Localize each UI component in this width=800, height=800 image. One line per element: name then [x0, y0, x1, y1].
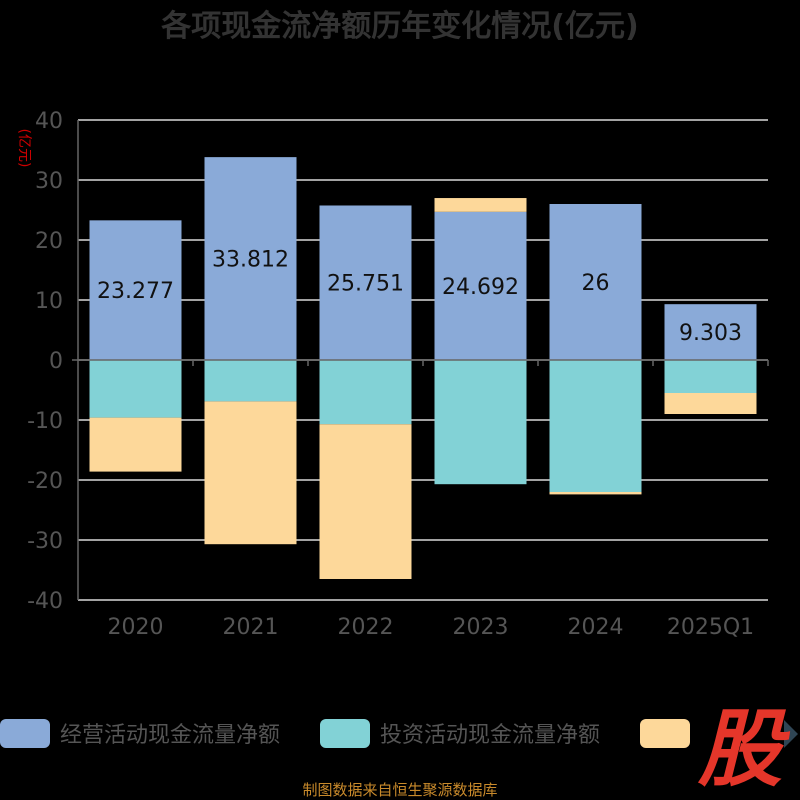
legend-swatch-series2[interactable]: [320, 719, 370, 748]
y-tick-label: -20: [27, 469, 63, 494]
bar-series2-2020[interactable]: [89, 360, 182, 418]
data-label: 33.812: [212, 248, 289, 273]
bar-group: [89, 157, 757, 579]
legend-swatch-series1[interactable]: [0, 719, 50, 748]
legend-label-series1[interactable]: 经营活动现金流量净额: [60, 723, 280, 748]
data-label: 25.751: [327, 272, 404, 297]
data-label: 23.277: [97, 279, 174, 304]
y-tick-label: -10: [27, 409, 63, 434]
legend-next-arrow-icon[interactable]: [784, 720, 798, 748]
source-footer: 制图数据来自恒生聚源数据库: [302, 781, 497, 799]
x-tick-label: 2020: [108, 615, 164, 640]
legend-swatch-series3[interactable]: [640, 719, 690, 748]
bar-series2-2024[interactable]: [549, 360, 642, 492]
data-label: 24.692: [442, 275, 519, 300]
watermark-logo: 股: [697, 700, 791, 798]
y-tick-label: 20: [35, 229, 63, 254]
data-labels: 23.277 33.812 25.751 24.692 26 9.303: [97, 248, 742, 347]
bar-series3-2020[interactable]: [89, 417, 182, 472]
bar-series1-2024[interactable]: [549, 204, 642, 360]
bar-series3-2024[interactable]: [549, 492, 642, 495]
bar-series1-2022[interactable]: [319, 205, 412, 360]
bar-series1-2021[interactable]: [204, 157, 297, 360]
data-label: 9.303: [679, 321, 742, 346]
bar-series2-2025Q1[interactable]: [664, 360, 757, 393]
bar-series1-2020[interactable]: [89, 220, 182, 360]
legend[interactable]: 经营活动现金流量净额 投资活动现金流量净额: [0, 719, 798, 748]
y-tick-label: 0: [49, 349, 63, 374]
x-tick-label: 2025Q1: [667, 615, 754, 640]
legend-label-series2[interactable]: 投资活动现金流量净额: [380, 723, 600, 748]
bar-series2-2021[interactable]: [204, 360, 297, 402]
data-label: 26: [582, 271, 610, 296]
bar-series3-2021[interactable]: [204, 401, 297, 545]
y-tick-label: 10: [35, 289, 63, 314]
y-unit-label: (亿元): [16, 129, 32, 168]
axes: 40 30 20 10 0 -10 -20 -30 -40 2020 2021 2022 2023 202…: [27, 109, 769, 640]
bar-series3-2025Q1[interactable]: [664, 393, 757, 414]
x-tick-label: 2022: [338, 615, 394, 640]
bar-series2-2022[interactable]: [319, 360, 412, 425]
bar-series1-2025Q1[interactable]: [664, 304, 757, 360]
x-tick-label: 2023: [453, 615, 509, 640]
y-tick-label: 40: [35, 109, 63, 134]
x-tick-label: 2024: [568, 615, 624, 640]
bar-series3-2023[interactable]: [434, 198, 527, 212]
y-tick-label: -40: [27, 589, 63, 614]
bar-series2-2023[interactable]: [434, 360, 527, 485]
bar-series1-2023[interactable]: [434, 211, 527, 360]
chart-title: 各项现金流净额历年变化情况(亿元): [160, 9, 638, 44]
y-tick-label: 30: [35, 169, 63, 194]
bar-series3-2022[interactable]: [319, 424, 412, 579]
y-tick-label: -30: [27, 529, 63, 554]
x-tick-label: 2021: [223, 615, 279, 640]
